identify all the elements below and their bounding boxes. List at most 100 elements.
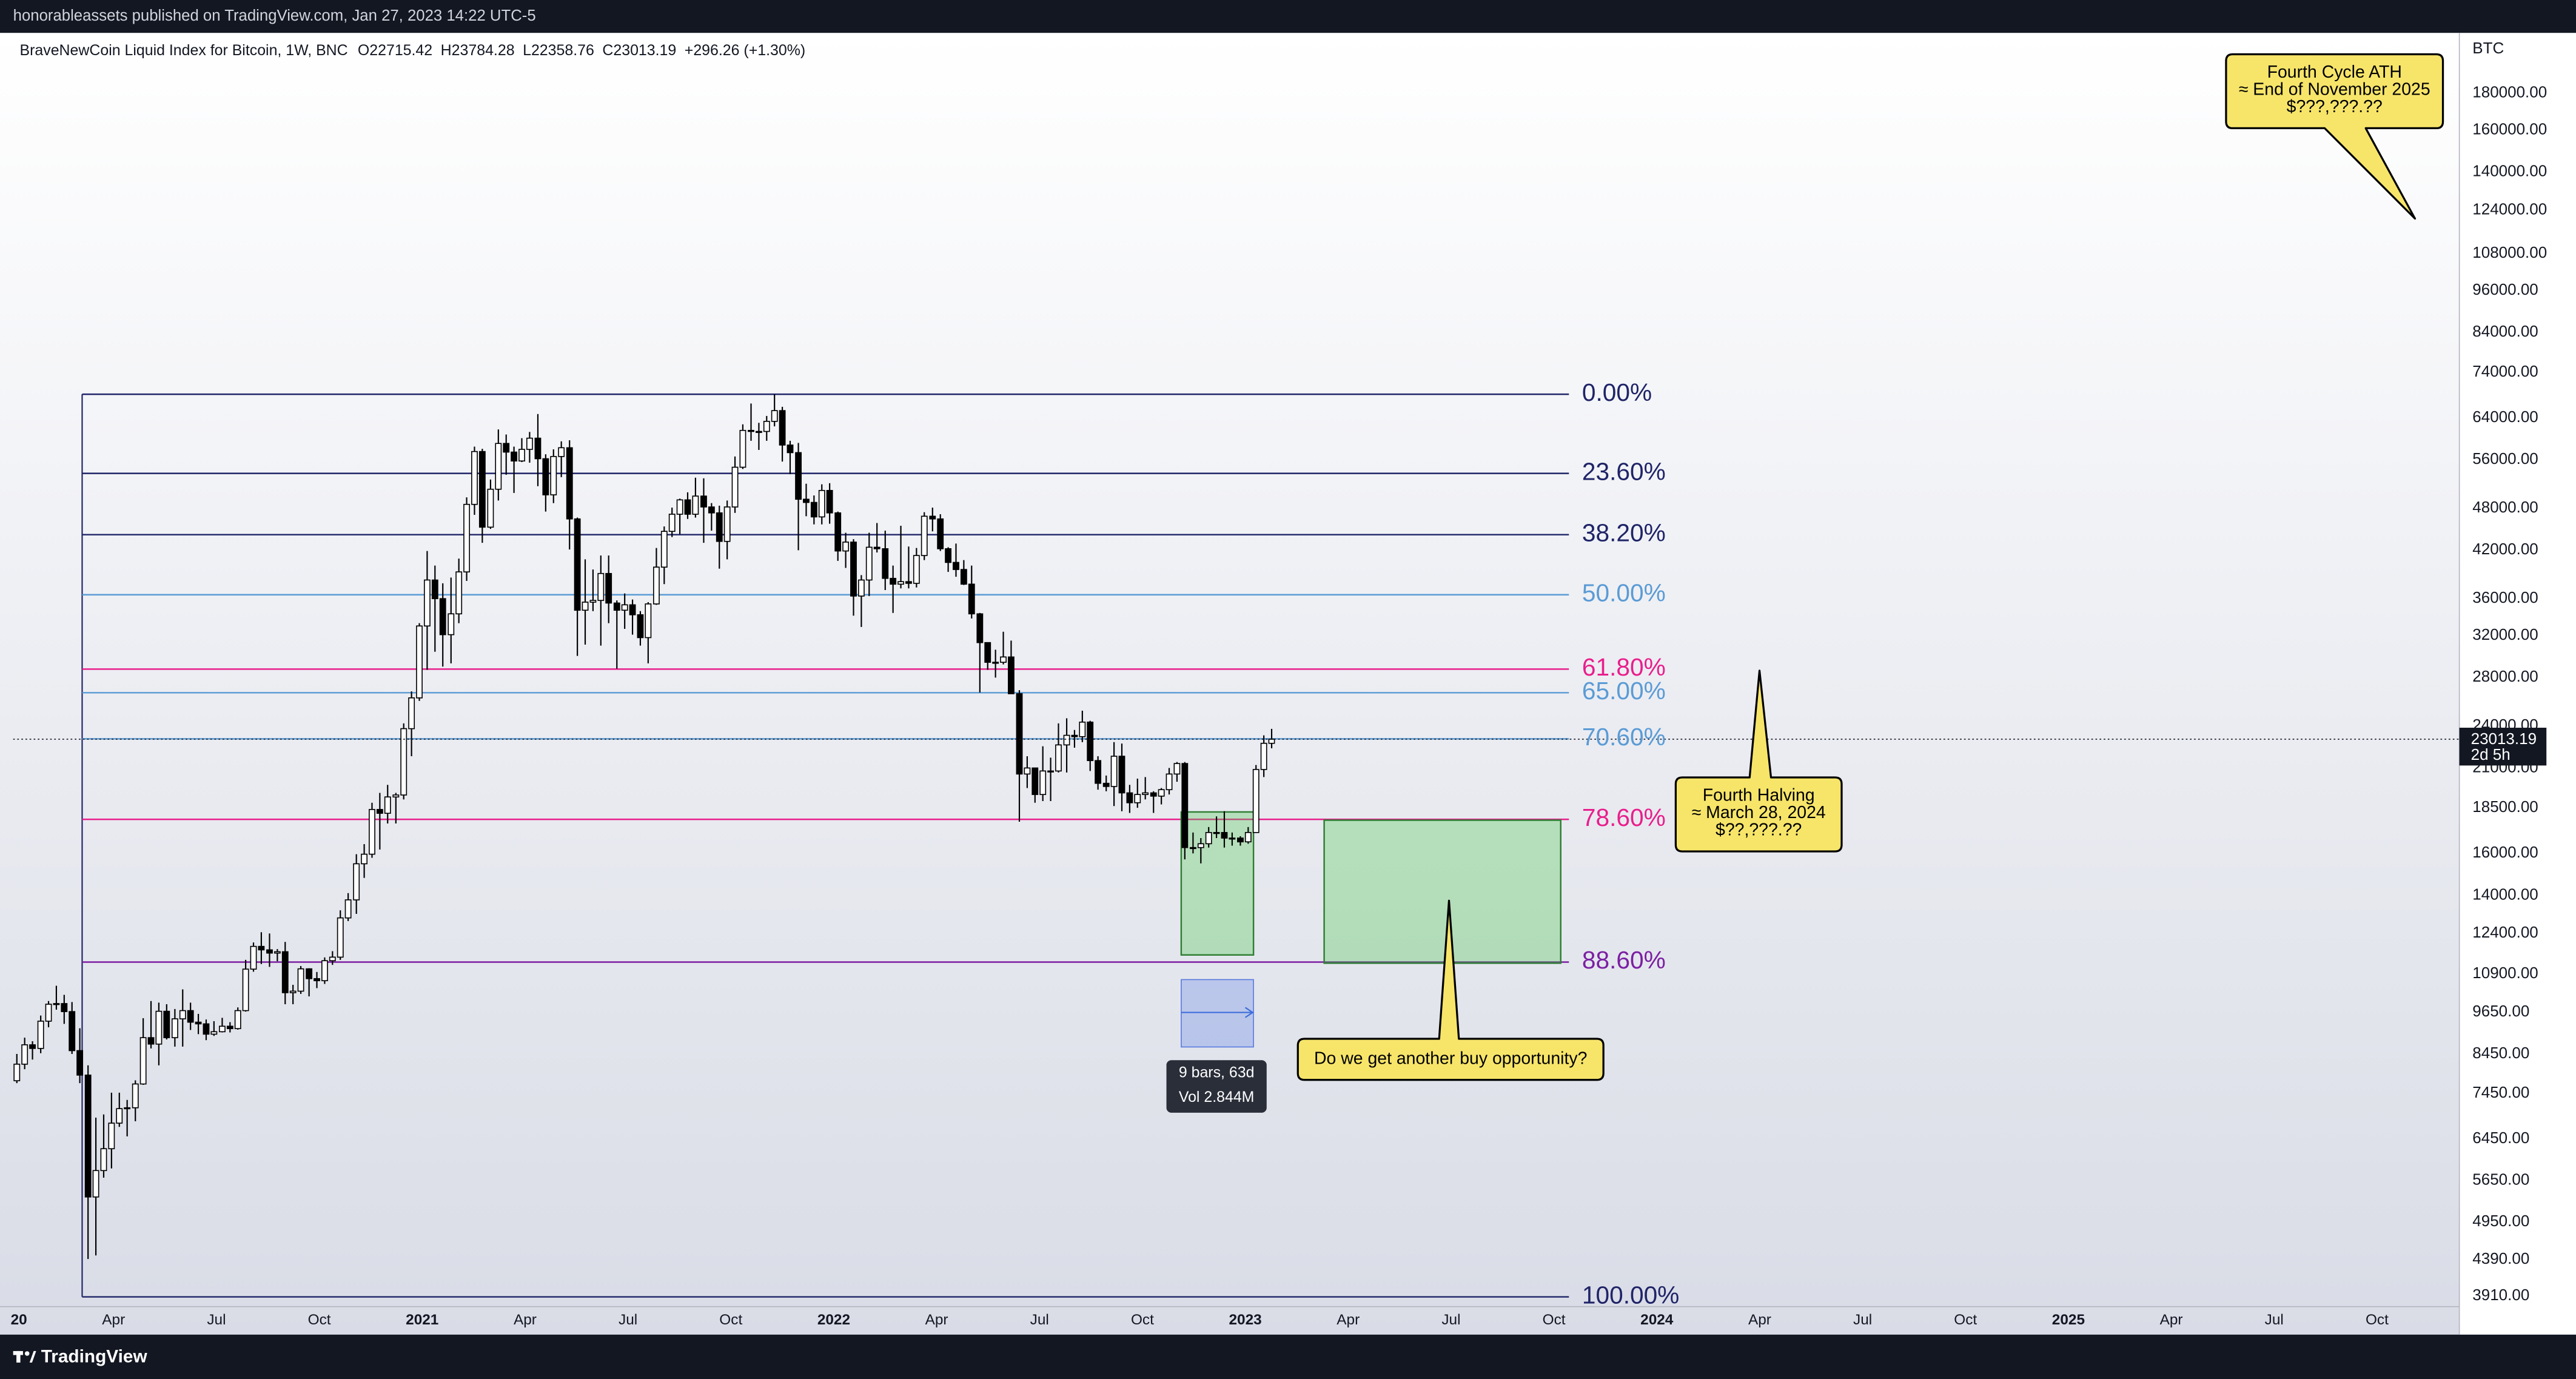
brand-name[interactable]: TradingView xyxy=(41,1347,148,1367)
candle-body xyxy=(13,1064,21,1081)
legend-letter: C xyxy=(602,42,613,59)
candle-body xyxy=(163,1010,170,1038)
x-tick-label: Oct xyxy=(2366,1312,2389,1328)
fib-level-label: 23.60% xyxy=(1582,457,1666,485)
candle-body xyxy=(518,449,525,461)
y-tick-label: 64000.00 xyxy=(2472,408,2538,426)
x-tick-label: Oct xyxy=(719,1312,742,1328)
candle-body xyxy=(1008,656,1015,694)
x-tick-label: 2021 xyxy=(406,1312,438,1328)
y-tick-label: 6450.00 xyxy=(2472,1129,2529,1147)
candle-body xyxy=(76,1050,84,1076)
candle-body xyxy=(857,579,865,597)
candle-body xyxy=(708,506,715,514)
callout-text: ≈ End of November 2025 xyxy=(2239,80,2430,99)
candle-body xyxy=(344,899,352,919)
last-price-value: 23013.19 xyxy=(2471,730,2537,748)
candle-body xyxy=(297,968,304,992)
y-tick-label: 160000.00 xyxy=(2472,119,2547,138)
candle-body xyxy=(803,498,810,503)
candle-body xyxy=(937,518,944,549)
candle-body xyxy=(550,455,557,495)
price-axis-background xyxy=(2459,33,2576,1335)
candle-body xyxy=(273,951,281,954)
callout-text: ≈ March 28, 2024 xyxy=(1692,803,1826,822)
candle-body xyxy=(589,600,597,603)
candle-body xyxy=(203,1023,210,1035)
legend-value: 23013.19 xyxy=(613,42,676,59)
axes: BraveNewCoin Liquid Index for Bitcoin, 1… xyxy=(11,42,2547,1329)
candle-body xyxy=(1252,769,1259,833)
candle-body xyxy=(1118,756,1125,794)
publish-info: honorableassets published on TradingView… xyxy=(13,7,536,24)
y-tick-label: 32000.00 xyxy=(2472,625,2538,643)
candle-body xyxy=(1142,792,1149,795)
candle-body xyxy=(850,542,857,597)
y-tick-label: 18500.00 xyxy=(2472,797,2538,816)
candle-body xyxy=(629,604,636,616)
candle-body xyxy=(716,512,723,542)
y-tick-label: 140000.00 xyxy=(2472,161,2547,180)
candle-body xyxy=(905,581,912,584)
callout-text: $???,???.?? xyxy=(2287,97,2383,116)
candle-body xyxy=(1244,832,1252,843)
legend-letter: O xyxy=(358,42,369,59)
y-tick-label: 56000.00 xyxy=(2472,449,2538,468)
candle-body xyxy=(92,1170,99,1198)
y-tick-label: 108000.00 xyxy=(2472,243,2547,261)
y-tick-label: 74000.00 xyxy=(2472,362,2538,380)
x-tick-label: 20 xyxy=(11,1312,27,1328)
y-tick-label: 4390.00 xyxy=(2472,1249,2529,1267)
plot-area xyxy=(13,393,2460,1298)
fib-level-label: 61.80% xyxy=(1582,653,1666,681)
candle-body xyxy=(84,1075,92,1198)
zone-box xyxy=(1323,819,1561,964)
callout-box xyxy=(1674,669,1843,853)
candle-body xyxy=(1039,770,1047,795)
candle-body xyxy=(1173,763,1181,775)
candle-body xyxy=(795,452,802,500)
candle-body xyxy=(416,625,423,699)
callout-text: $??,???.?? xyxy=(1716,820,1802,840)
candle-body xyxy=(1055,744,1062,772)
candle-body xyxy=(478,451,486,528)
candle-body xyxy=(668,514,676,532)
candle-body xyxy=(731,466,739,508)
candle-body xyxy=(558,447,565,457)
candle-body xyxy=(645,603,652,639)
fib-level-label: 65.00% xyxy=(1582,677,1666,705)
candle-body xyxy=(945,548,952,563)
y-tick-label: 84000.00 xyxy=(2472,322,2538,340)
candle-body xyxy=(953,562,959,570)
candle-body xyxy=(100,1148,107,1172)
candle-body xyxy=(392,794,400,797)
candle-body xyxy=(376,809,383,814)
candle-body xyxy=(897,581,904,585)
candle-body xyxy=(61,1003,68,1012)
legend-letter: H xyxy=(441,42,452,59)
candle-body xyxy=(471,451,478,505)
candle-body xyxy=(748,429,754,432)
legend-value: 23784.28 xyxy=(452,42,515,59)
candle-body xyxy=(210,1031,218,1035)
x-tick-label: Apr xyxy=(1337,1312,1360,1328)
x-tick-label: Oct xyxy=(308,1312,331,1328)
candle-body xyxy=(1181,763,1189,848)
candle-body xyxy=(361,853,367,865)
candle-body xyxy=(692,495,699,515)
range-tooltip-text: Vol 2.844M xyxy=(1179,1089,1255,1106)
candle-body xyxy=(187,1010,194,1023)
candle-body xyxy=(621,604,628,611)
y-tick-label: 124000.00 xyxy=(2472,200,2547,218)
candle-body xyxy=(147,1037,155,1045)
candle-body xyxy=(676,499,683,515)
x-tick-label: 2024 xyxy=(1640,1312,1674,1328)
legend-letter: L xyxy=(523,42,531,59)
candle-body xyxy=(353,863,360,901)
candle-body xyxy=(526,437,533,450)
candle-body xyxy=(132,1083,139,1109)
candle-body xyxy=(108,1122,115,1150)
x-tick-label: 2023 xyxy=(1229,1312,1261,1328)
y-tick-label: 36000.00 xyxy=(2472,588,2538,606)
candle-body xyxy=(582,602,589,611)
